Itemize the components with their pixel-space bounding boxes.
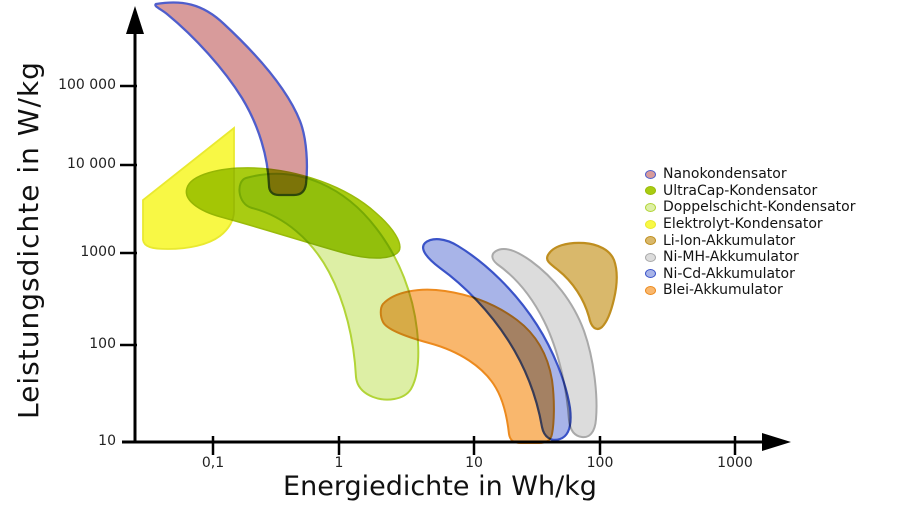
legend-swatch-icon: [645, 186, 656, 196]
legend-swatch-icon: [645, 219, 656, 229]
legend-item-li-ion: Li-Ion-Akkumulator: [645, 232, 855, 249]
region-ni-cd-akkumulator: [422, 238, 572, 441]
legend-swatch-icon: [645, 169, 656, 179]
legend-label: UltraCap-Kondensator: [663, 182, 818, 199]
legend-swatch-icon: [645, 236, 656, 246]
y-axis-arrowhead: [126, 6, 144, 34]
y-tick-label: 10 000: [67, 156, 116, 172]
x-tick-label: 0,1: [201, 455, 225, 471]
technology-regions: [142, 1, 618, 444]
x-axis-arrowhead: [762, 433, 791, 451]
x-axis-ticks: [211, 436, 737, 455]
axes: [120, 6, 791, 455]
y-axis-title: Leistungsdichte in W/kg: [12, 61, 45, 419]
y-axis-ticks: [120, 84, 137, 347]
legend-item-doppelschicht: Doppelschicht-Kondensator: [645, 199, 855, 216]
x-tick-label: 1000: [717, 455, 753, 471]
legend-swatch-icon: [645, 285, 656, 295]
x-tick-label: 1: [334, 455, 344, 471]
region-ultracap-kondensator: [185, 167, 401, 259]
legend-swatch-icon: [645, 269, 656, 279]
region-nanokondensator: [154, 1, 309, 197]
legend-swatch-icon: [645, 202, 656, 212]
x-tick-label: 10: [465, 455, 483, 471]
legend-item-blei: Blei-Akkumulator: [645, 282, 855, 299]
legend-item-ultracap: UltraCap-Kondensator: [645, 183, 855, 200]
y-tick-label: 100: [89, 336, 116, 352]
y-tick-label: 100 000: [58, 77, 116, 93]
y-tick-label: 10: [98, 433, 116, 449]
legend-label: Blei-Akkumulator: [663, 282, 783, 299]
legend-item-elektrolyt: Elektrolyt-Kondensator: [645, 216, 855, 233]
x-tick-label: 100: [586, 455, 614, 471]
legend-label: Doppelschicht-Kondensator: [663, 199, 856, 216]
region-li-ion-akkumulator: [545, 241, 618, 331]
x-axis-title: Energiedichte in Wh/kg: [283, 471, 597, 502]
legend-swatch-icon: [645, 252, 656, 262]
legend-label: Ni-MH-Akkumulator: [663, 249, 799, 266]
legend-item-nanokondensator: Nanokondensator: [645, 166, 855, 183]
legend-label: Nanokondensator: [663, 166, 787, 183]
legend-item-ni-cd: Ni-Cd-Akkumulator: [645, 266, 855, 283]
legend-label: Elektrolyt-Kondensator: [663, 216, 823, 233]
region-ni-mh-akkumulator: [491, 248, 598, 439]
legend: Nanokondensator UltraCap-Kondensator Doppe…: [645, 166, 855, 299]
legend-label: Ni-Cd-Akkumulator: [663, 265, 795, 282]
legend-item-ni-mh: Ni-MH-Akkumulator: [645, 249, 855, 266]
y-tick-label: 1000: [80, 244, 116, 260]
legend-label: Li-Ion-Akkumulator: [663, 232, 796, 249]
